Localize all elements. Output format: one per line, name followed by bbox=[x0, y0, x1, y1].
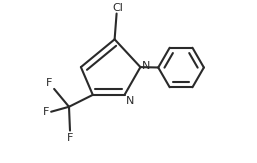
Text: N: N bbox=[141, 61, 150, 71]
Text: F: F bbox=[67, 133, 73, 143]
Text: Cl: Cl bbox=[112, 3, 123, 13]
Text: N: N bbox=[125, 96, 134, 106]
Text: F: F bbox=[43, 107, 49, 117]
Text: F: F bbox=[46, 78, 52, 88]
